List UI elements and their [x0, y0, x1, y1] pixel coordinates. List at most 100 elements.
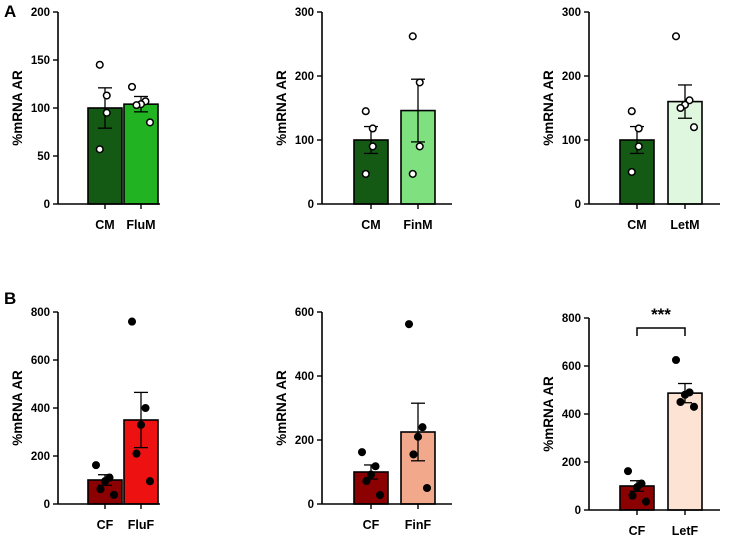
data-point: [136, 420, 146, 429]
data-point: [623, 467, 633, 476]
category-label-cf: CF: [629, 524, 646, 535]
charts-layer: CM FluM 0 50 100 150 200 %mRNA AR CM FinM 0 100 200 3…: [10, 7, 720, 535]
category-label-cm: CM: [95, 218, 114, 232]
data-point: [408, 32, 417, 41]
category-label-cm: CM: [627, 218, 646, 232]
data-point: [641, 497, 651, 506]
data-point: [109, 490, 119, 499]
y-tick-label: 50: [37, 151, 50, 163]
data-point: [627, 107, 636, 116]
data-point: [634, 142, 643, 151]
y-tick-label: 400: [295, 371, 314, 383]
data-point: [680, 390, 690, 399]
data-point: [368, 124, 377, 133]
y-axis-title: %mRNA AR: [274, 70, 289, 146]
data-point: [632, 483, 642, 492]
data-point: [132, 449, 141, 458]
data-point: [95, 145, 104, 154]
data-point: [145, 118, 155, 127]
panel-label-b: B: [4, 289, 16, 308]
data-point: [96, 485, 105, 494]
data-point: [671, 32, 681, 41]
category-label-fluf: FluF: [128, 518, 155, 532]
data-point: [102, 91, 111, 100]
data-point: [102, 108, 111, 117]
category-label-finf: FinF: [405, 518, 432, 532]
data-point: [628, 491, 637, 500]
data-point: [362, 476, 371, 486]
data-point: [413, 432, 423, 441]
category-label-letm: LetM: [670, 218, 699, 232]
category-label-flum: FluM: [126, 218, 155, 232]
data-point: [357, 448, 367, 457]
y-tick-label: 200: [562, 71, 581, 83]
bar-flum: [123, 103, 159, 205]
data-point: [689, 402, 699, 411]
chart-2: CM FinM 0 100 200 300 %mRNA AR: [274, 7, 452, 232]
data-point: [418, 423, 427, 432]
data-point: [627, 167, 636, 177]
y-tick-label: 200: [31, 7, 50, 19]
y-tick-label: 0: [308, 199, 314, 211]
y-tick-label: 100: [295, 135, 314, 147]
y-tick-label: 200: [562, 457, 581, 469]
y-tick-label: 150: [31, 55, 50, 67]
chart-1: CM FluM 0 50 100 150 200 %mRNA AR: [10, 7, 160, 232]
data-point: [634, 124, 643, 133]
chart-3: CM LetM 0 100 200 300 %mRNA AR: [541, 7, 720, 232]
y-tick-label: 0: [308, 499, 314, 511]
y-tick-label: 400: [562, 409, 581, 421]
y-tick-label: 0: [44, 499, 50, 511]
data-point: [127, 317, 137, 326]
chart-6: CF LetF 0 200 400 600 800 %mRNA AR ***: [541, 305, 720, 535]
category-label-cm: CM: [361, 218, 380, 232]
category-label-letf: LetF: [672, 524, 699, 535]
y-axis-title: %mRNA AR: [541, 376, 556, 452]
data-point: [91, 461, 101, 470]
y-tick-label: 0: [44, 199, 50, 211]
y-tick-label: 800: [562, 313, 581, 325]
y-axis-title: %mRNA AR: [541, 70, 556, 146]
y-tick-label: 200: [31, 451, 50, 463]
bar-letf: [667, 392, 703, 511]
data-point: [132, 101, 141, 110]
y-tick-label: 600: [562, 361, 581, 373]
panel-label-a: A: [4, 2, 16, 21]
data-point: [671, 355, 681, 365]
y-tick-label: 100: [562, 135, 581, 147]
category-label-finm: FinM: [403, 218, 432, 232]
data-point: [689, 123, 699, 132]
data-point: [95, 60, 104, 69]
data-point: [141, 403, 150, 413]
chart-4: CF FluF 0 200 400 600 800 %mRNA AR: [10, 307, 160, 532]
data-point: [422, 483, 432, 493]
data-point: [100, 477, 110, 486]
data-point: [404, 320, 414, 329]
data-point: [361, 169, 370, 178]
data-point: [415, 142, 424, 151]
y-tick-label: 200: [295, 435, 314, 447]
y-tick-label: 0: [575, 505, 581, 517]
category-label-cf: CF: [97, 518, 114, 532]
data-point: [361, 107, 370, 116]
y-axis-title: %mRNA AR: [10, 70, 25, 146]
significance-marker: ***: [651, 305, 671, 324]
data-point: [676, 397, 685, 407]
y-tick-label: 400: [31, 403, 50, 415]
significance-bracket: [636, 327, 686, 336]
y-axis-title: %mRNA AR: [274, 370, 289, 446]
data-point: [408, 169, 417, 178]
y-tick-label: 200: [295, 71, 314, 83]
data-point: [371, 462, 380, 471]
data-point: [366, 470, 376, 479]
data-point: [415, 78, 424, 87]
data-point: [145, 477, 155, 486]
data-point: [676, 103, 685, 113]
data-point: [368, 142, 377, 151]
y-tick-label: 100: [31, 103, 50, 115]
data-point: [127, 82, 137, 91]
y-tick-label: 300: [295, 7, 314, 19]
y-tick-label: 300: [562, 7, 581, 19]
category-label-cf: CF: [363, 518, 380, 532]
